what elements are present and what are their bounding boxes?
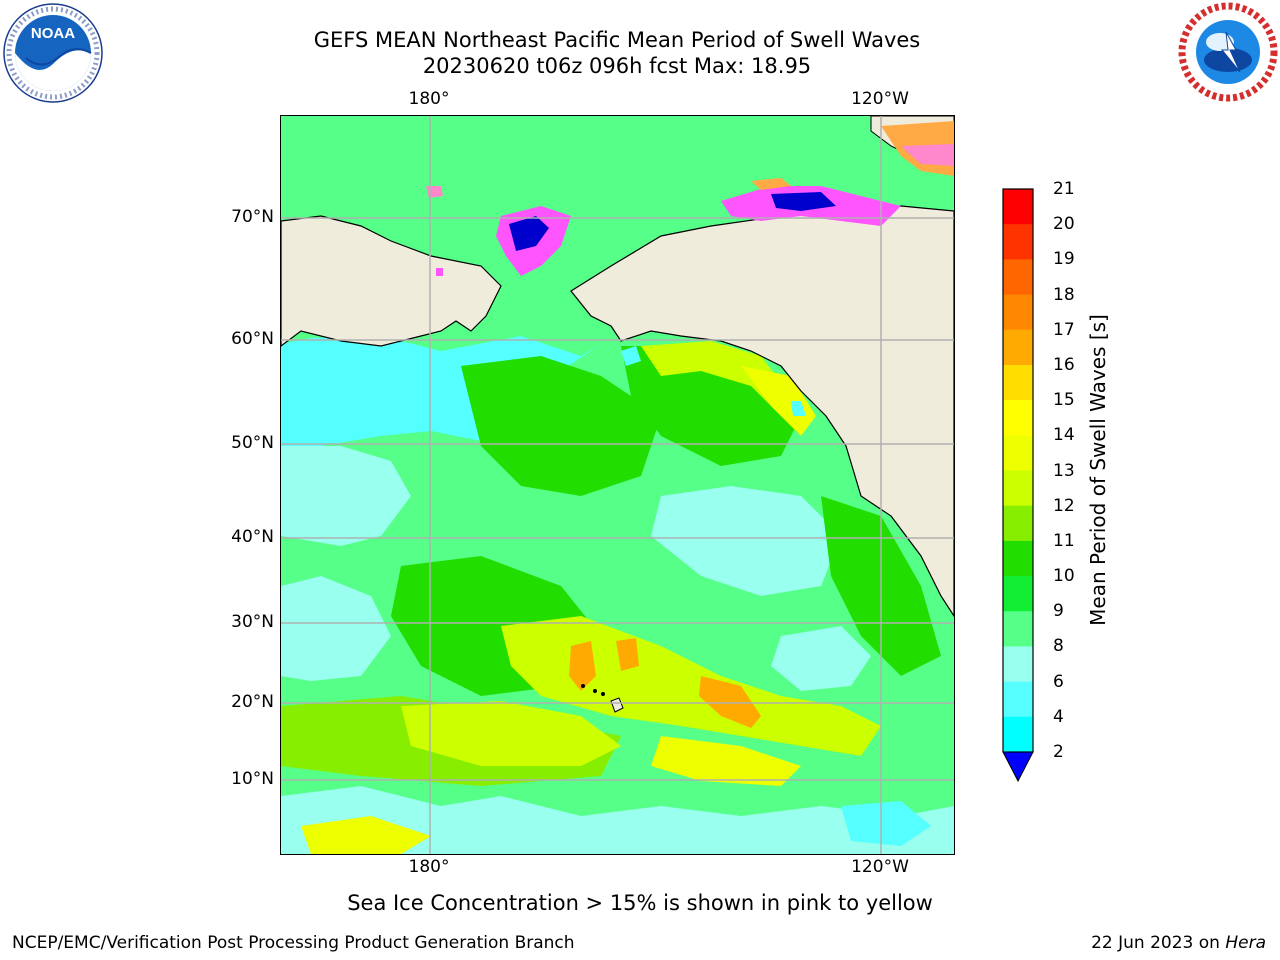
lon-label-bottom-180: 180° <box>408 857 450 877</box>
yellow-zone-alaska-coast <box>741 366 816 436</box>
colorbar-extend-triangle <box>1002 751 1034 783</box>
sea-ice-small-2 <box>436 268 443 276</box>
sea-ice-arctic-pink <box>901 144 954 166</box>
colorbar-tick-label: 17 <box>1053 319 1075 340</box>
colorbar-tick-label: 12 <box>1053 495 1075 516</box>
swell-period-map <box>280 115 955 855</box>
colorbar-segment <box>1003 505 1033 542</box>
colorbar-tick-label: 4 <box>1053 706 1064 727</box>
colorbar-tick-label: 13 <box>1053 460 1075 481</box>
colorbar-tick-label: 10 <box>1053 566 1075 587</box>
colorbar-segment <box>1003 224 1033 260</box>
colorbar-outline <box>1002 188 1034 753</box>
hawaii-island-2 <box>593 689 597 693</box>
colorbar-segment <box>1003 259 1033 296</box>
land-siberia <box>281 215 502 347</box>
footer-host: Hera <box>1225 933 1266 953</box>
colorbar-tick-label: 15 <box>1053 390 1075 411</box>
colorbar-label: Mean Period of Swell Waves [s] <box>1086 314 1110 626</box>
sea-ice-chukchi-core <box>509 216 549 251</box>
lon-label-bottom-120w: 120°W <box>851 857 909 877</box>
nws-logo <box>1178 2 1278 106</box>
orange-patch-hawaii-1 <box>569 641 596 691</box>
colorbar-segment <box>1003 470 1033 507</box>
lat-label-10n: 10°N <box>231 769 274 789</box>
lat-label-70n: 70°N <box>231 207 274 227</box>
graticule <box>281 116 954 854</box>
colorbar-tick-label: 11 <box>1053 530 1075 551</box>
light-cyan-patch-east <box>771 626 871 691</box>
colorbar-tick-label: 18 <box>1053 284 1075 305</box>
colorbar-tick-label: 16 <box>1053 354 1075 375</box>
lat-label-30n: 30°N <box>231 612 274 632</box>
inland-water-alaska <box>621 346 641 366</box>
colorbar-tick-label: 6 <box>1053 671 1064 692</box>
colorbar-segment <box>1003 329 1033 366</box>
yellow-band-hawaii <box>501 616 881 756</box>
lat-label-60n: 60°N <box>231 329 274 349</box>
colorbar-segment <box>1003 540 1033 577</box>
colorbar-segment <box>1003 294 1033 331</box>
land-hawaii <box>610 697 624 713</box>
colorbar-segment <box>1003 716 1033 753</box>
colorbar-tick-label: 14 <box>1053 425 1075 446</box>
colorbar-tick-label: 9 <box>1053 601 1064 622</box>
yellow-band-south-1 <box>401 701 621 766</box>
lat-label-50n: 50°N <box>231 433 274 453</box>
yellow-zone-gulf <box>641 341 791 416</box>
inland-water-bc <box>791 401 806 416</box>
colorbar-tick-label: 21 <box>1053 179 1075 199</box>
yellow-band-south-2 <box>301 816 431 854</box>
footer-date-text: 22 Jun 2023 on <box>1091 933 1220 953</box>
footer-credit: NCEP/EMC/Verification Post Processing Pr… <box>12 933 575 953</box>
footer-date: 22 Jun 2023 on Hera <box>1091 933 1266 953</box>
colorbar <box>1002 188 1034 787</box>
lon-label-top-180: 180° <box>408 89 450 109</box>
colorbar-segment <box>1003 646 1033 683</box>
hawaii-island-3 <box>601 692 605 696</box>
orange-patch-east <box>699 676 761 728</box>
lon-label-top-120w: 120°W <box>851 89 909 109</box>
colorbar-segment <box>1003 435 1033 471</box>
chart-title: GEFS MEAN Northeast Pacific Mean Period … <box>313 28 921 52</box>
sea-ice-note: Sea Ice Concentration > 15% is shown in … <box>347 891 933 915</box>
cyan-patch-south <box>841 801 931 846</box>
lat-label-40n: 40°N <box>231 527 274 547</box>
colorbar-tick-label: 20 <box>1053 214 1075 235</box>
colorbar-segment <box>1003 681 1033 718</box>
light-cyan-patch-nw <box>281 446 411 546</box>
chart-subtitle: 20230620 t06z 096h fcst Max: 18.95 <box>422 54 812 78</box>
colorbar-tick-label: 8 <box>1053 636 1064 657</box>
sea-ice-beaufort-fringe <box>751 178 791 190</box>
colorbar-tick-label: 2 <box>1053 742 1064 762</box>
yellow-band-south-3 <box>651 736 801 786</box>
colorbar-segment <box>1003 576 1033 612</box>
colorbar-segment <box>1003 364 1033 401</box>
orange-patch-hawaii-2 <box>616 638 639 671</box>
light-cyan-patch-central <box>651 486 841 596</box>
colorbar-segment <box>1003 611 1033 647</box>
svg-text:NOAA: NOAA <box>31 25 75 42</box>
light-cyan-band-south <box>281 786 954 854</box>
sea-ice-beaufort-core <box>771 192 836 211</box>
lat-label-20n: 20°N <box>231 692 274 712</box>
hawaii-island-1 <box>581 684 585 688</box>
green-zone-north <box>461 356 661 496</box>
colorbar-segment <box>1003 189 1033 225</box>
colorbar-segment <box>1003 400 1033 436</box>
colorbar-tick-label: 19 <box>1053 249 1075 270</box>
light-cyan-patch-west <box>281 576 391 681</box>
noaa-logo: NOAA <box>2 2 104 108</box>
